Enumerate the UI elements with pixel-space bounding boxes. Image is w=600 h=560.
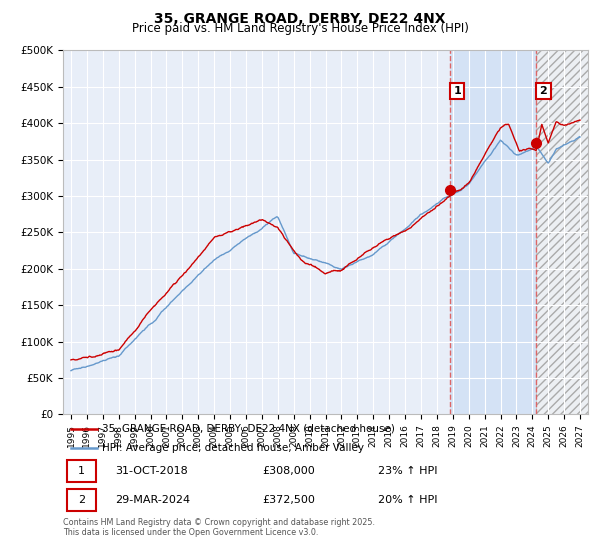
Text: Price paid vs. HM Land Registry's House Price Index (HPI): Price paid vs. HM Land Registry's House … [131,22,469,35]
Bar [536,50,588,414]
Bar [450,50,536,414]
Text: £308,000: £308,000 [263,466,315,476]
Text: 35, GRANGE ROAD, DERBY, DE22 4NX (detached house): 35, GRANGE ROAD, DERBY, DE22 4NX (detach… [103,424,395,434]
Text: 2: 2 [539,86,547,96]
Text: 31-OCT-2018: 31-OCT-2018 [115,466,188,476]
Text: 1: 1 [78,466,85,476]
Text: 1: 1 [453,86,461,96]
Bar [536,50,588,414]
Text: 35, GRANGE ROAD, DERBY, DE22 4NX: 35, GRANGE ROAD, DERBY, DE22 4NX [154,12,446,26]
Text: 29-MAR-2024: 29-MAR-2024 [115,495,191,505]
Text: 20% ↑ HPI: 20% ↑ HPI [378,495,437,505]
Text: 2: 2 [78,495,85,505]
FancyBboxPatch shape [67,489,96,511]
Text: £372,500: £372,500 [263,495,316,505]
FancyBboxPatch shape [67,460,96,482]
Text: 23% ↑ HPI: 23% ↑ HPI [378,466,437,476]
Text: Contains HM Land Registry data © Crown copyright and database right 2025.
This d: Contains HM Land Registry data © Crown c… [63,518,375,538]
Text: HPI: Average price, detached house, Amber Valley: HPI: Average price, detached house, Ambe… [103,443,364,453]
